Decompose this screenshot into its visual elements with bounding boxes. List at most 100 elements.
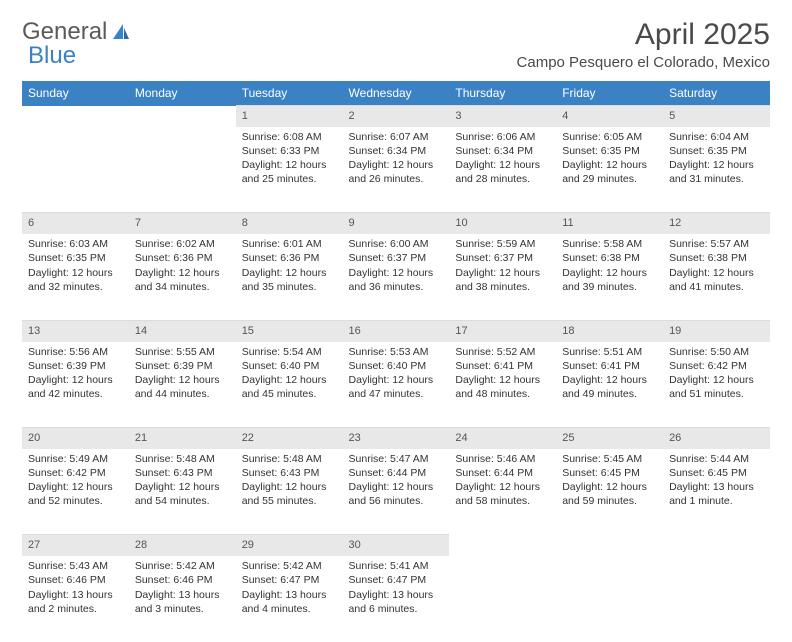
day-number: 22 xyxy=(236,428,343,449)
sunrise-line: Sunrise: 5:44 AM xyxy=(669,452,764,466)
sunrise-line: Sunrise: 5:54 AM xyxy=(242,345,337,359)
day-cell: Sunrise: 6:03 AMSunset: 6:35 PMDaylight:… xyxy=(22,234,129,320)
daylight-line: Daylight: 12 hours and 48 minutes. xyxy=(455,373,550,401)
daylight-line: Daylight: 12 hours and 35 minutes. xyxy=(242,266,337,294)
day-number: 5 xyxy=(663,106,770,127)
sunrise-line: Sunrise: 5:42 AM xyxy=(242,559,337,573)
sunset-line: Sunset: 6:38 PM xyxy=(669,251,764,265)
day-cell: Sunrise: 6:01 AMSunset: 6:36 PMDaylight:… xyxy=(236,234,343,320)
empty-cell xyxy=(663,556,770,642)
day-number: 6 xyxy=(22,213,129,234)
day-cell: Sunrise: 5:42 AMSunset: 6:46 PMDaylight:… xyxy=(129,556,236,642)
sunset-line: Sunset: 6:41 PM xyxy=(562,359,657,373)
day-cell: Sunrise: 5:56 AMSunset: 6:39 PMDaylight:… xyxy=(22,342,129,428)
day-cell: Sunrise: 5:53 AMSunset: 6:40 PMDaylight:… xyxy=(343,342,450,428)
sunrise-line: Sunrise: 5:43 AM xyxy=(28,559,123,573)
content-row: Sunrise: 5:56 AM Sunset: 6:39 PM Daylight:… xyxy=(22,342,770,428)
empty-cell xyxy=(556,535,663,556)
day-number: 16 xyxy=(343,320,450,341)
sunset-line: Sunset: 6:37 PM xyxy=(455,251,550,265)
daylight-line: Daylight: 12 hours and 55 minutes. xyxy=(242,480,337,508)
sunset-line: Sunset: 6:33 PM xyxy=(242,144,337,158)
day-cell: Sunrise: 5:55 AMSunset: 6:39 PMDaylight:… xyxy=(129,342,236,428)
sunrise-line: Sunrise: 6:03 AM xyxy=(28,237,123,251)
sunset-line: Sunset: 6:38 PM xyxy=(562,251,657,265)
sunrise-line: Sunrise: 6:05 AM xyxy=(562,130,657,144)
day-cell: Sunrise: 5:46 AMSunset: 6:44 PMDaylight:… xyxy=(449,449,556,535)
day-number: 23 xyxy=(343,428,450,449)
sunset-line: Sunset: 6:40 PM xyxy=(242,359,337,373)
day-number: 13 xyxy=(22,320,129,341)
sunrise-line: Sunrise: 5:48 AM xyxy=(242,452,337,466)
daylight-line: Daylight: 12 hours and 28 minutes. xyxy=(455,158,550,186)
day-cell: Sunrise: 5:44 AMSunset: 6:45 PMDaylight:… xyxy=(663,449,770,535)
daynum-row: 13141516171819 xyxy=(22,320,770,341)
calendar-table: SundayMondayTuesdayWednesdayThursdayFrid… xyxy=(22,81,770,642)
day-cell: Sunrise: 6:02 AMSunset: 6:36 PMDaylight:… xyxy=(129,234,236,320)
sunset-line: Sunset: 6:44 PM xyxy=(455,466,550,480)
sunrise-line: Sunrise: 6:07 AM xyxy=(349,130,444,144)
sunset-line: Sunset: 6:47 PM xyxy=(242,573,337,587)
daylight-line: Daylight: 12 hours and 45 minutes. xyxy=(242,373,337,401)
day-number: 29 xyxy=(236,535,343,556)
sunset-line: Sunset: 6:35 PM xyxy=(669,144,764,158)
sunrise-line: Sunrise: 5:56 AM xyxy=(28,345,123,359)
empty-cell xyxy=(22,106,129,127)
day-number: 25 xyxy=(556,428,663,449)
day-number: 1 xyxy=(236,106,343,127)
daylight-line: Daylight: 12 hours and 39 minutes. xyxy=(562,266,657,294)
sunset-line: Sunset: 6:46 PM xyxy=(28,573,123,587)
sunrise-line: Sunrise: 5:52 AM xyxy=(455,345,550,359)
weekday-header: Sunday xyxy=(22,81,129,106)
day-cell: Sunrise: 6:05 AMSunset: 6:35 PMDaylight:… xyxy=(556,127,663,213)
day-cell: Sunrise: 6:04 AMSunset: 6:35 PMDaylight:… xyxy=(663,127,770,213)
sunset-line: Sunset: 6:37 PM xyxy=(349,251,444,265)
sunrise-line: Sunrise: 5:58 AM xyxy=(562,237,657,251)
sunset-line: Sunset: 6:45 PM xyxy=(562,466,657,480)
weekday-header: Wednesday xyxy=(343,81,450,106)
daylight-line: Daylight: 12 hours and 49 minutes. xyxy=(562,373,657,401)
day-cell: Sunrise: 5:57 AMSunset: 6:38 PMDaylight:… xyxy=(663,234,770,320)
day-cell: Sunrise: 6:08 AMSunset: 6:33 PMDaylight:… xyxy=(236,127,343,213)
day-cell: Sunrise: 5:47 AMSunset: 6:44 PMDaylight:… xyxy=(343,449,450,535)
sunrise-line: Sunrise: 5:51 AM xyxy=(562,345,657,359)
empty-cell xyxy=(22,127,129,213)
month-title: April 2025 xyxy=(517,18,770,52)
sunrise-line: Sunrise: 6:06 AM xyxy=(455,130,550,144)
sunrise-line: Sunrise: 5:49 AM xyxy=(28,452,123,466)
sunrise-line: Sunrise: 5:59 AM xyxy=(455,237,550,251)
day-number: 27 xyxy=(22,535,129,556)
day-number: 19 xyxy=(663,320,770,341)
day-number: 3 xyxy=(449,106,556,127)
sunset-line: Sunset: 6:42 PM xyxy=(669,359,764,373)
sunrise-line: Sunrise: 5:47 AM xyxy=(349,452,444,466)
sunrise-line: Sunrise: 5:50 AM xyxy=(669,345,764,359)
sunrise-line: Sunrise: 6:04 AM xyxy=(669,130,764,144)
sunrise-line: Sunrise: 5:42 AM xyxy=(135,559,230,573)
sunset-line: Sunset: 6:36 PM xyxy=(242,251,337,265)
sunrise-line: Sunrise: 6:08 AM xyxy=(242,130,337,144)
sunset-line: Sunset: 6:39 PM xyxy=(135,359,230,373)
day-number: 7 xyxy=(129,213,236,234)
logo-text-2: Blue xyxy=(28,42,76,70)
daynum-row: 12345 xyxy=(22,106,770,127)
day-number: 11 xyxy=(556,213,663,234)
sunset-line: Sunset: 6:47 PM xyxy=(349,573,444,587)
day-cell: Sunrise: 5:42 AMSunset: 6:47 PMDaylight:… xyxy=(236,556,343,642)
weekday-header-row: SundayMondayTuesdayWednesdayThursdayFrid… xyxy=(22,81,770,106)
day-number: 18 xyxy=(556,320,663,341)
content-row: Sunrise: 6:08 AMSunset: 6:33 PM Daylight:… xyxy=(22,127,770,213)
daylight-line: Daylight: 12 hours and 59 minutes. xyxy=(562,480,657,508)
day-number: 24 xyxy=(449,428,556,449)
sunset-line: Sunset: 6:43 PM xyxy=(242,466,337,480)
sunrise-line: Sunrise: 6:00 AM xyxy=(349,237,444,251)
weekday-header: Thursday xyxy=(449,81,556,106)
daylight-line: Daylight: 13 hours and 1 minute. xyxy=(669,480,764,508)
day-cell: Sunrise: 5:45 AMSunset: 6:45 PMDaylight:… xyxy=(556,449,663,535)
sunset-line: Sunset: 6:41 PM xyxy=(455,359,550,373)
sunrise-line: Sunrise: 5:41 AM xyxy=(349,559,444,573)
day-cell: Sunrise: 5:50 AMSunset: 6:42 PMDaylight:… xyxy=(663,342,770,428)
header: General April 2025 Campo Pesquero el Col… xyxy=(22,18,770,71)
sunrise-line: Sunrise: 5:46 AM xyxy=(455,452,550,466)
day-number: 14 xyxy=(129,320,236,341)
